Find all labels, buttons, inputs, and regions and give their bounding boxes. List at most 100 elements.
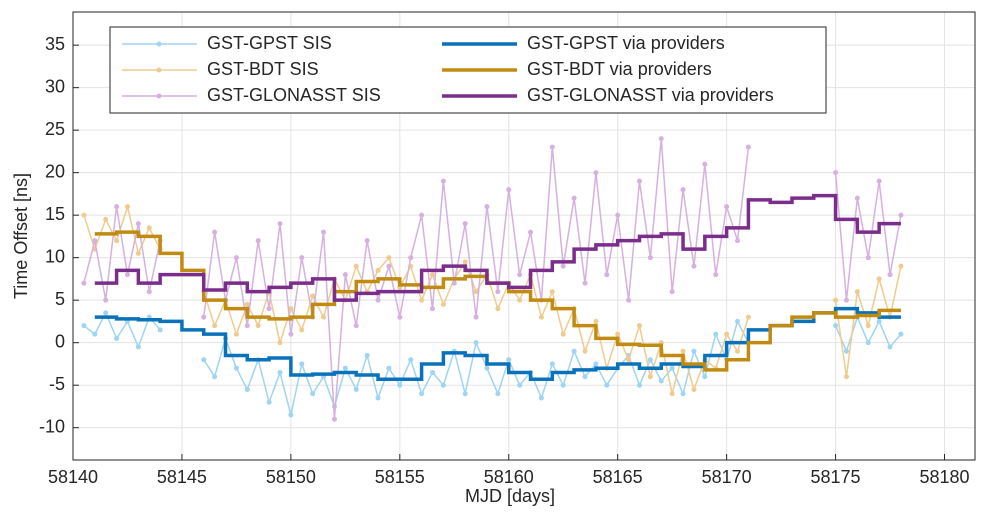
point xyxy=(833,170,839,176)
point xyxy=(310,293,316,299)
point xyxy=(375,395,381,401)
point xyxy=(277,340,283,346)
x-tick-label: 58170 xyxy=(702,467,752,487)
y-tick-label: 20 xyxy=(45,161,65,181)
point xyxy=(724,331,730,337)
point xyxy=(724,204,730,210)
point xyxy=(702,374,708,380)
y-tick-label: 35 xyxy=(45,34,65,54)
point xyxy=(462,221,468,227)
point xyxy=(876,178,882,184)
x-tick-label: 58155 xyxy=(375,467,425,487)
point xyxy=(560,331,566,337)
point xyxy=(103,216,109,222)
point xyxy=(582,374,588,380)
point xyxy=(353,263,359,269)
point xyxy=(854,195,860,201)
point xyxy=(114,204,120,210)
point xyxy=(604,382,610,388)
point xyxy=(386,365,392,371)
legend: GST-GPST SIS GST-BDT SIS GST-GLONASST SIS G… xyxy=(109,26,827,114)
point xyxy=(898,212,904,218)
point xyxy=(549,289,555,295)
point xyxy=(833,323,839,329)
point xyxy=(735,348,741,354)
point xyxy=(364,352,370,358)
point xyxy=(244,301,250,307)
point xyxy=(124,272,130,278)
point xyxy=(691,348,697,354)
point xyxy=(408,255,414,261)
point xyxy=(277,369,283,375)
point xyxy=(440,178,446,184)
point xyxy=(680,391,686,397)
point xyxy=(691,386,697,392)
point xyxy=(626,357,632,363)
point xyxy=(669,289,675,295)
point xyxy=(647,255,653,261)
point xyxy=(506,357,512,363)
point xyxy=(92,331,98,337)
point xyxy=(898,263,904,269)
point xyxy=(549,144,555,150)
point xyxy=(843,374,849,380)
point xyxy=(135,250,141,256)
point xyxy=(865,323,871,329)
point xyxy=(288,412,294,418)
point xyxy=(484,204,490,210)
step-line xyxy=(94,230,901,372)
point xyxy=(495,289,501,295)
point xyxy=(212,323,218,329)
point xyxy=(833,297,839,303)
point xyxy=(114,238,120,244)
point xyxy=(854,289,860,295)
point xyxy=(364,238,370,244)
point xyxy=(517,272,523,278)
legend-label: GST-GLONASST SIS xyxy=(207,85,381,105)
point xyxy=(593,318,599,324)
point xyxy=(702,161,708,167)
point xyxy=(310,391,316,397)
point xyxy=(103,297,109,303)
point xyxy=(419,212,425,218)
x-axis-label: MJD [days] xyxy=(465,486,555,506)
point xyxy=(386,263,392,269)
point xyxy=(658,136,664,142)
point xyxy=(124,204,130,210)
point xyxy=(386,255,392,261)
point xyxy=(397,314,403,320)
point xyxy=(571,195,577,201)
point xyxy=(865,255,871,261)
point xyxy=(135,221,141,227)
point xyxy=(735,238,741,244)
point xyxy=(495,306,501,312)
point xyxy=(233,331,239,337)
point xyxy=(615,331,621,337)
point xyxy=(397,382,403,388)
point xyxy=(288,331,294,337)
point xyxy=(451,280,457,286)
point xyxy=(473,314,479,320)
point xyxy=(745,314,751,320)
legend-label: GST-GPST SIS xyxy=(207,33,332,53)
point xyxy=(680,348,686,354)
point xyxy=(146,289,152,295)
point xyxy=(636,382,642,388)
point xyxy=(669,391,675,397)
axes-box xyxy=(72,11,976,461)
point xyxy=(887,272,893,278)
ticks: 58140 58145 58150 58155 58160 58165 58170 58175… xyxy=(39,34,970,487)
point xyxy=(321,314,327,320)
x-tick-label: 58160 xyxy=(484,467,534,487)
step-line xyxy=(94,306,901,381)
point xyxy=(560,382,566,388)
legend-marker xyxy=(156,41,162,47)
x-tick-label: 58145 xyxy=(157,467,207,487)
x-tick-label: 58175 xyxy=(811,467,861,487)
point xyxy=(647,374,653,380)
point xyxy=(429,369,435,375)
plot-area xyxy=(81,136,904,422)
y-tick-label: -10 xyxy=(39,416,65,436)
point xyxy=(321,229,327,235)
